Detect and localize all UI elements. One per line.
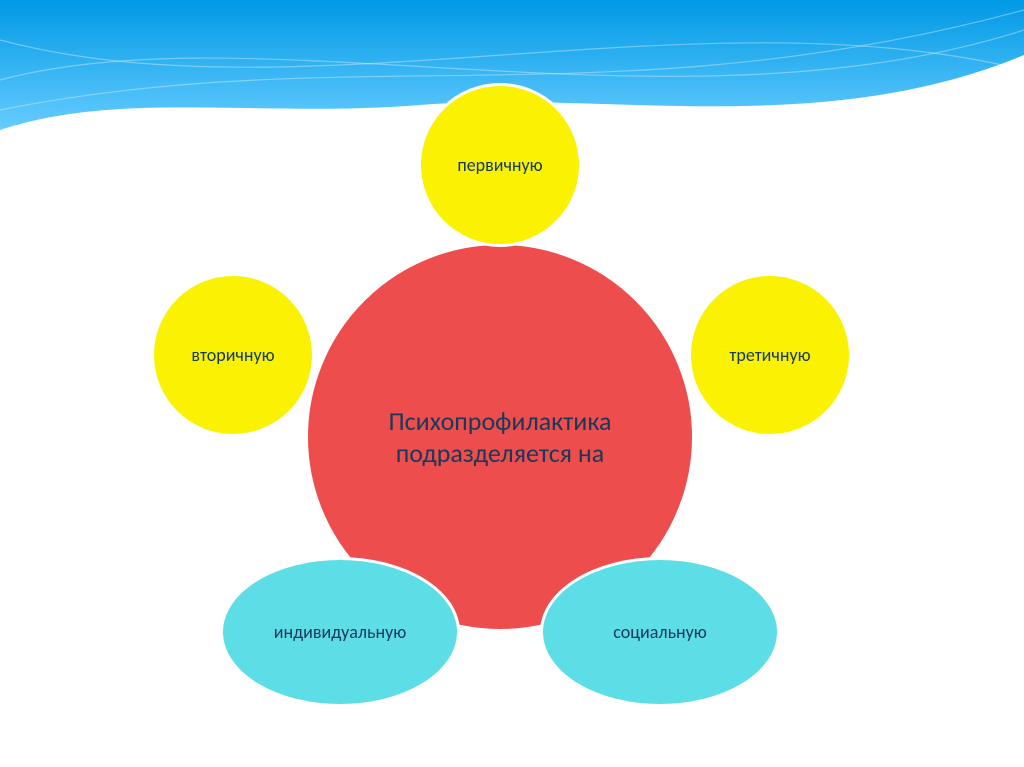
ellipse-individual: индивидуальную [220,557,460,707]
satellite-secondary: вторичную [151,273,315,437]
satellite-label: вторичную [191,344,274,366]
satellite-tertiary: третичную [688,273,852,437]
ellipse-label: социальную [613,621,707,643]
central-label: Психопрофилактика подразделяется на [328,405,672,470]
satellite-primary: первичную [418,83,582,247]
ellipse-social: социальную [540,557,780,707]
satellite-label: третичную [729,344,810,366]
ellipse-label: индивидуальную [274,621,407,643]
satellite-label: первичную [457,154,542,176]
diagram-stage: Психопрофилактика подразделяется на перв… [0,0,1024,767]
